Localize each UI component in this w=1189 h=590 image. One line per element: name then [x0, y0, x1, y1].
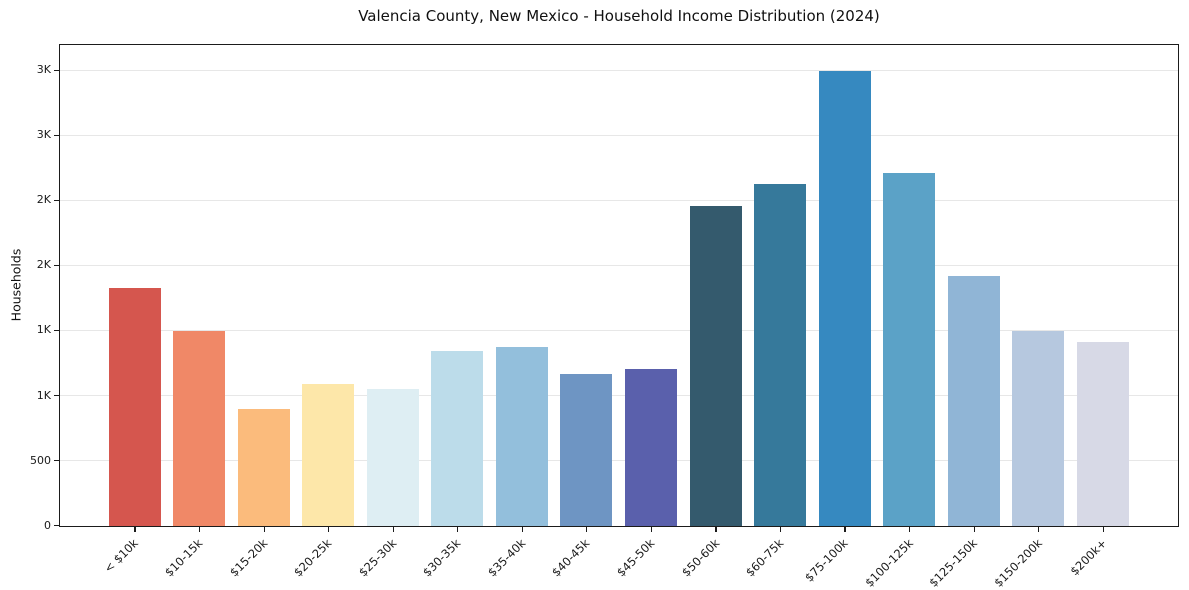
bar-< $10k — [108, 287, 161, 526]
x-tick-label: $40-45k — [549, 536, 593, 580]
gridline — [60, 459, 1178, 461]
x-tick-label: $35-40k — [484, 536, 529, 580]
x-tick-mark — [457, 527, 459, 532]
x-tick-label: $50-60k — [678, 536, 722, 580]
y-tick-label: 2K — [36, 258, 51, 272]
x-tick-label: $75-100k — [802, 536, 851, 585]
bar-$50-60k — [689, 205, 742, 526]
x-tick-label: $125-150k — [926, 536, 981, 590]
y-tick-mark — [54, 69, 59, 71]
gridline — [60, 69, 1178, 71]
y-tick-mark — [54, 459, 59, 462]
x-tick-mark — [1038, 527, 1040, 532]
bar-$60-75k — [754, 184, 807, 526]
x-tick-mark — [263, 527, 265, 532]
bar-$25-30k — [366, 389, 419, 526]
y-tick-mark — [54, 264, 59, 266]
bar-$10-15k — [173, 331, 226, 526]
bar-$40-45k — [560, 374, 613, 526]
x-tick-mark — [134, 527, 136, 532]
bar-$150-200k — [1012, 331, 1065, 526]
x-tick-mark — [521, 527, 523, 532]
bar-$125-150k — [947, 275, 1000, 526]
y-tick-label: 2K — [36, 193, 51, 207]
x-tick-label: $200k+ — [1066, 536, 1110, 579]
gridline — [60, 394, 1178, 396]
bar-$15-20k — [237, 408, 290, 526]
x-tick-label: $100-125k — [861, 536, 916, 590]
x-tick-mark — [715, 527, 717, 532]
y-tick-label: 500 — [30, 453, 51, 467]
x-tick-label: < $10k — [101, 536, 141, 576]
bar-$45-50k — [625, 369, 677, 526]
gridline — [60, 264, 1178, 266]
y-tick-label: 1K — [36, 388, 51, 402]
x-tick-mark — [909, 527, 911, 532]
x-tick-label: $60-75k — [742, 536, 787, 580]
x-tick-mark — [844, 527, 846, 532]
plot-area — [59, 44, 1179, 527]
x-tick-mark — [779, 527, 782, 532]
x-tick-mark — [199, 527, 201, 532]
y-tick-mark — [54, 134, 59, 136]
chart-title: Valencia County, New Mexico - Household … — [358, 7, 880, 25]
gridline — [60, 134, 1178, 136]
bar-$100-125k — [883, 173, 936, 526]
gridline — [60, 329, 1178, 331]
x-tick-mark — [586, 527, 588, 532]
y-tick-label: 1K — [36, 323, 51, 337]
y-tick-label: 0 — [44, 518, 51, 532]
bar-$30-35k — [431, 351, 484, 526]
y-tick-label: 3K — [36, 128, 51, 142]
x-tick-mark — [392, 527, 394, 532]
gridline — [60, 199, 1178, 201]
y-tick-mark — [54, 525, 59, 527]
bar-$75-100k — [818, 70, 871, 526]
x-tick-label: $25-30k — [355, 536, 400, 580]
y-tick-mark — [54, 329, 59, 332]
x-tick-mark — [1102, 527, 1104, 532]
x-tick-mark — [650, 527, 653, 532]
x-tick-label: $150-200k — [990, 536, 1045, 590]
bar-$20-25k — [302, 384, 355, 526]
y-tick-mark — [54, 199, 59, 201]
x-tick-mark — [328, 527, 330, 532]
x-tick-label: $45-50k — [613, 536, 658, 580]
x-tick-mark — [973, 527, 975, 532]
x-tick-label: $20-25k — [291, 536, 335, 580]
x-tick-label: $10-15k — [161, 536, 206, 580]
x-tick-label: $15-20k — [226, 536, 271, 580]
y-tick-label: 3K — [36, 63, 51, 77]
bar-$35-40k — [495, 347, 548, 526]
x-tick-label: $30-35k — [420, 536, 464, 580]
y-tick-mark — [54, 394, 59, 397]
bar-$200k+ — [1076, 341, 1129, 526]
